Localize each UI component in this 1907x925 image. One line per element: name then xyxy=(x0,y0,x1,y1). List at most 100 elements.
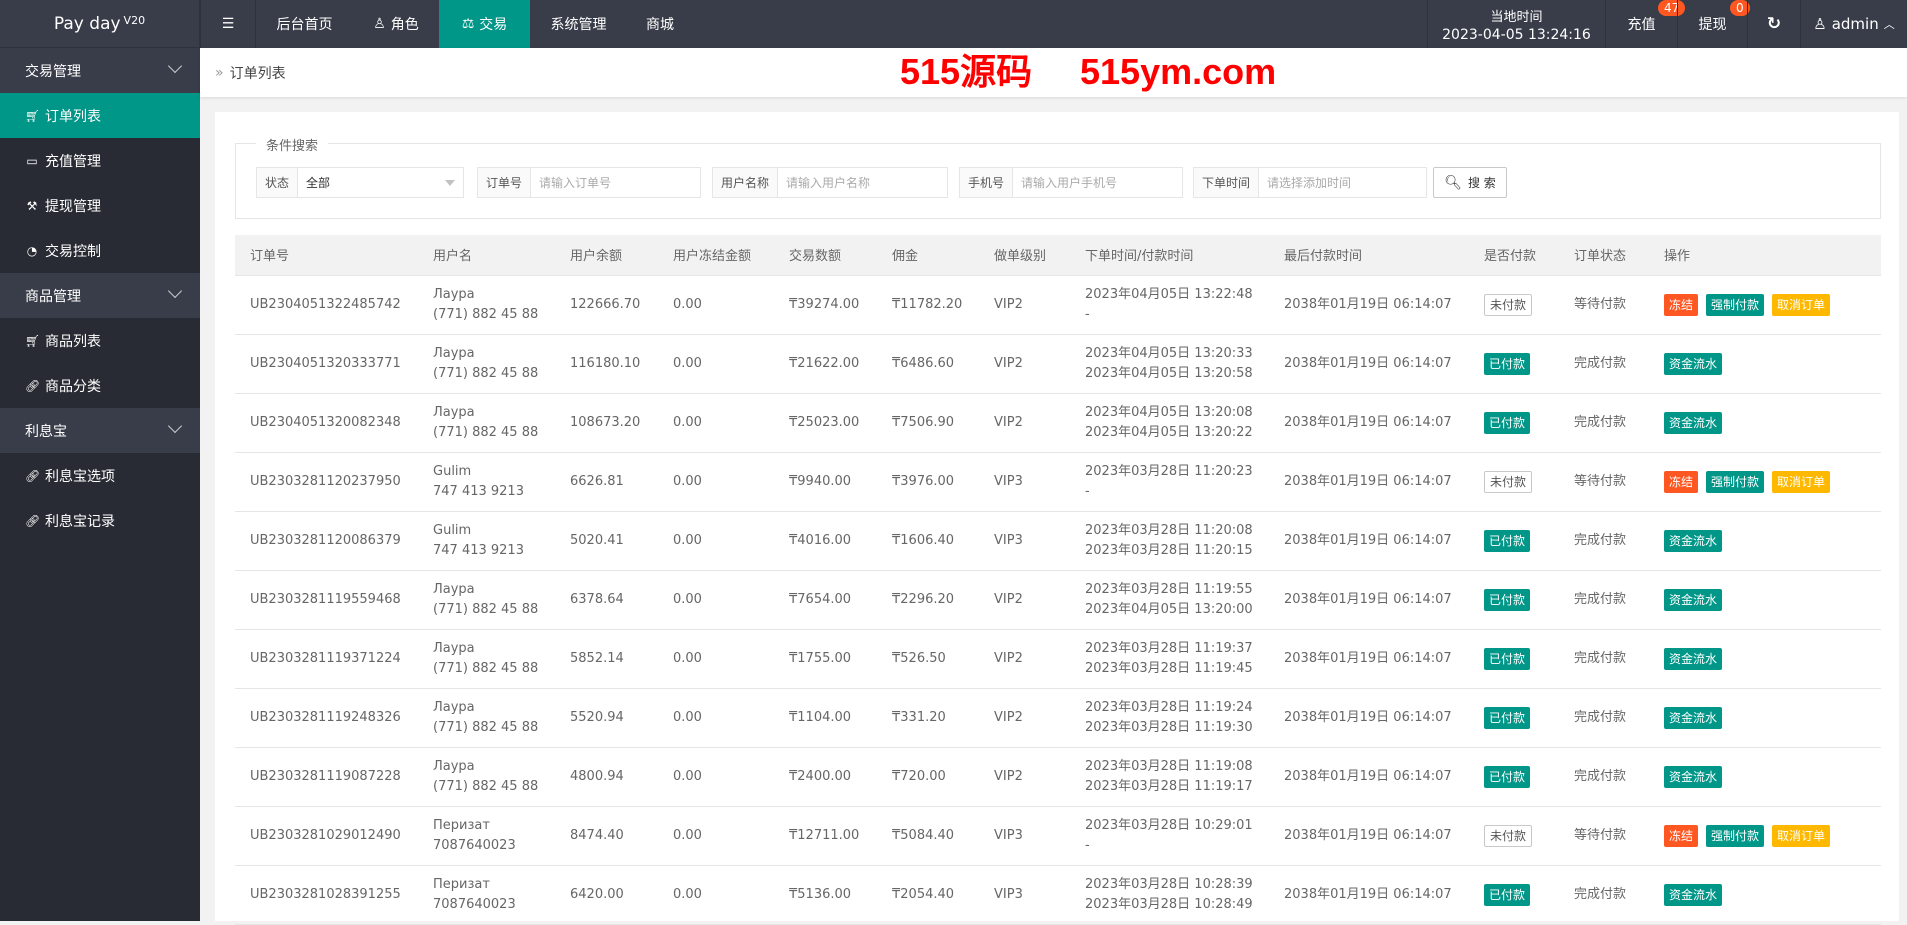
sidebar-item[interactable]: ⚒ 提现管理 xyxy=(26,198,101,215)
order-status: 等待付款 xyxy=(1559,452,1649,512)
logo[interactable]: Pay day V20 xyxy=(0,0,200,48)
search-legend: 条件搜索 xyxy=(256,135,329,154)
action-button[interactable]: 资金流水 xyxy=(1664,411,1723,434)
action-button[interactable]: 强制付款 xyxy=(1706,293,1765,316)
action-button[interactable]: 资金流水 xyxy=(1664,706,1723,729)
user-cell: Лаура (771) 882 45 88 xyxy=(418,275,555,335)
phone-input[interactable] xyxy=(1013,168,1182,197)
action-button[interactable]: 强制付款 xyxy=(1706,824,1765,847)
column-header: 做单级别 xyxy=(979,235,1070,276)
recharge-button[interactable]: 充值 47 xyxy=(1605,0,1686,48)
paid-badge: 未付款 xyxy=(1484,293,1533,316)
sidebar-item[interactable]: ▭ 充值管理 xyxy=(26,153,101,170)
recharge-badge: 47 xyxy=(1658,0,1686,16)
time-cell: 2023年03月28日 11:19:37 2023年03月28日 11:19:45 xyxy=(1070,629,1269,689)
action-button[interactable]: 资金流水 xyxy=(1664,529,1723,552)
table-header: 订单号 用户名 用户余额 用户冻结金额 交易数额 佣金 做单级别 下单时间/付款时间 最后付款时… xyxy=(235,235,1881,276)
nav-trade[interactable]: ⚖ 交易 xyxy=(439,0,530,48)
paid-badge: 已付款 xyxy=(1484,883,1531,906)
order-status: 完成付款 xyxy=(1559,747,1649,807)
last-pay-time: 2038年01月19日 06:14:07 xyxy=(1269,334,1469,394)
trade-amount: ₸4016.00 xyxy=(774,511,877,571)
sidebar-item[interactable]: 🔗︎ 商品分类 xyxy=(25,378,101,395)
refresh-icon: ↻ xyxy=(1766,14,1782,34)
paid-badge: 已付款 xyxy=(1484,529,1531,552)
search-icon: 🔍︎ xyxy=(1444,174,1462,191)
table-row: UB2303281028391255 Перизат 7087640023 642… xyxy=(235,865,1881,925)
table-row: UB2303281120237950 Gulim 747 413 9213 662… xyxy=(235,452,1881,512)
user-cell: Gulim 747 413 9213 xyxy=(418,452,555,512)
sidebar-item[interactable]: 🛒︎ 订单列表 xyxy=(0,93,200,138)
sidebar-group[interactable]: 利息宝 xyxy=(0,408,200,453)
frozen-amount: 0.00 xyxy=(658,452,774,512)
balance: 8474.40 xyxy=(555,806,658,866)
sidebar-item[interactable]: 🔗︎ 利息宝记录 xyxy=(25,513,115,530)
paid-cell: 已付款 xyxy=(1469,865,1559,925)
action-button[interactable]: 冻结 xyxy=(1664,293,1699,316)
order-id: UB2304051320333771 xyxy=(235,334,418,394)
action-button[interactable]: 资金流水 xyxy=(1664,765,1723,788)
sidebar-group[interactable]: 交易管理 xyxy=(0,48,200,93)
frozen-amount: 0.00 xyxy=(658,570,774,630)
last-pay-time: 2038年01月19日 06:14:07 xyxy=(1269,806,1469,866)
sidebar-item[interactable]: 🛒︎ 商品列表 xyxy=(25,333,101,350)
commission: ₸3976.00 xyxy=(877,452,979,512)
column-header: 最后付款时间 xyxy=(1269,235,1469,276)
action-button[interactable]: 冻结 xyxy=(1664,824,1699,847)
time-cell: 2023年03月28日 11:20:08 2023年03月28日 11:20:15 xyxy=(1070,511,1269,571)
action-button[interactable]: 取消订单 xyxy=(1772,824,1831,847)
balance: 116180.10 xyxy=(555,334,658,394)
paid-badge: 已付款 xyxy=(1484,411,1531,434)
time-cell: 2023年04月05日 13:20:33 2023年04月05日 13:20:58 xyxy=(1070,334,1269,394)
nav-mall[interactable]: 商城 xyxy=(646,17,674,33)
refresh-button[interactable]: ↻ xyxy=(1747,0,1800,48)
action-button[interactable]: 资金流水 xyxy=(1664,352,1723,375)
table-row: UB2304051322485742 Лаура (771) 882 45 88 … xyxy=(235,275,1881,335)
level: VIP3 xyxy=(979,806,1070,866)
action-button[interactable]: 资金流水 xyxy=(1664,883,1723,906)
sidebar: 交易管理 🛒︎ 订单列表 ▭ 充值管理 ⚒ 提现管理 ◔ 交易控制商品管理 🛒︎ 商品列表 🔗︎ 商品分… xyxy=(0,48,200,921)
trade-amount: ₸12711.00 xyxy=(774,806,877,866)
paid-cell: 未付款 xyxy=(1469,452,1559,512)
nav-home[interactable]: 后台首页 xyxy=(255,0,353,48)
paid-badge: 已付款 xyxy=(1484,588,1531,611)
sidebar-item[interactable]: ◔ 交易控制 xyxy=(26,243,101,260)
level: VIP2 xyxy=(979,393,1070,453)
commission: ₸331.20 xyxy=(877,688,979,748)
action-button[interactable]: 资金流水 xyxy=(1664,588,1723,611)
status-value[interactable] xyxy=(298,168,463,197)
action-button[interactable]: 强制付款 xyxy=(1706,470,1765,493)
double-chevron-icon: » xyxy=(215,64,224,81)
trade-amount: ₸25023.00 xyxy=(774,393,877,453)
search-button[interactable]: 🔍︎ 搜 索 xyxy=(1433,167,1507,198)
action-button[interactable]: 冻结 xyxy=(1664,470,1699,493)
column-header: 下单时间/付款时间 xyxy=(1070,235,1269,276)
status-select[interactable]: 状态 xyxy=(256,167,464,198)
action-button[interactable]: 取消订单 xyxy=(1772,293,1831,316)
order-status: 完成付款 xyxy=(1559,393,1649,453)
action-button[interactable]: 资金流水 xyxy=(1664,647,1723,670)
order-id: UB2303281119087228 xyxy=(235,747,418,807)
time-cell: 2023年03月28日 10:28:39 2023年03月28日 10:28:49 xyxy=(1070,865,1269,925)
order-id-input[interactable] xyxy=(531,168,700,197)
sidebar-group[interactable]: 商品管理 xyxy=(0,273,200,318)
table-row: UB2304051320082348 Лаура (771) 882 45 88 … xyxy=(235,393,1881,453)
table-row: UB2304051320333771 Лаура (771) 882 45 88 … xyxy=(235,334,1881,394)
action-button[interactable]: 取消订单 xyxy=(1772,470,1831,493)
last-pay-time: 2038年01月19日 06:14:07 xyxy=(1269,688,1469,748)
monitor-icon: ▭ xyxy=(26,153,38,168)
order-time-input[interactable] xyxy=(1259,168,1426,197)
last-pay-time: 2038年01月19日 06:14:07 xyxy=(1269,747,1469,807)
last-pay-time: 2038年01月19日 06:14:07 xyxy=(1269,865,1469,925)
breadcrumb-current[interactable]: 订单列表 xyxy=(229,65,286,82)
sidebar-toggle-button[interactable]: ☰ xyxy=(200,0,255,48)
withdraw-button[interactable]: 提现 0 xyxy=(1677,0,1750,48)
balance: 6378.64 xyxy=(555,570,658,630)
username-input[interactable] xyxy=(778,168,947,197)
nav-system[interactable]: 系统管理 xyxy=(550,17,607,33)
sidebar-item[interactable]: 🔗︎ 利息宝选项 xyxy=(25,468,115,485)
order-status: 完成付款 xyxy=(1559,511,1649,571)
user-menu[interactable]: ♙ admin ︿ xyxy=(1800,0,1907,48)
frozen-amount: 0.00 xyxy=(658,393,774,453)
nav-roles[interactable]: ♙ 角色 xyxy=(373,16,419,33)
